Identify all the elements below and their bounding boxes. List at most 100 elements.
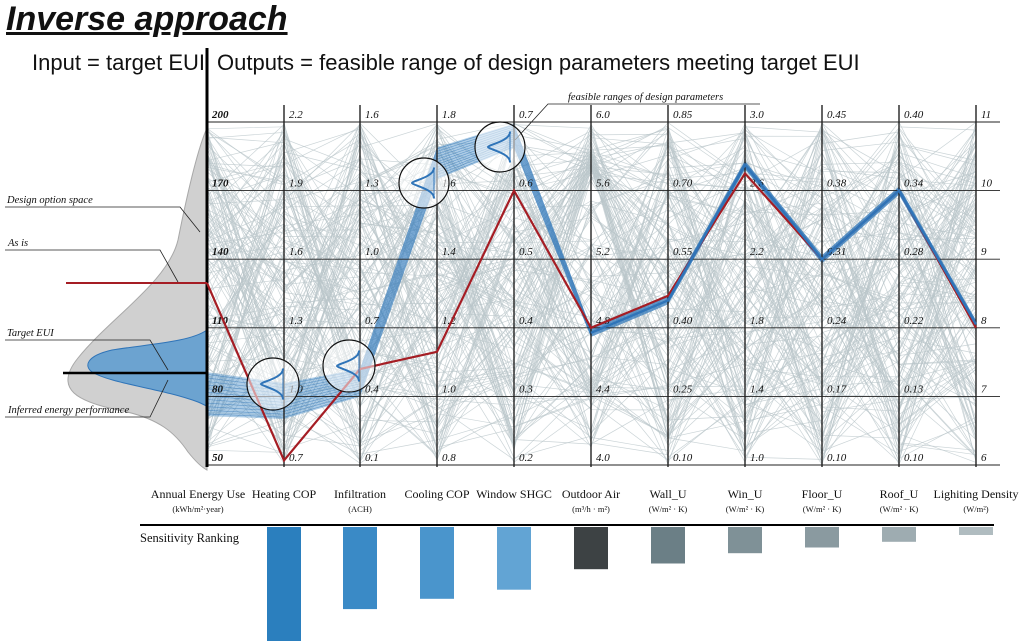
axis-unit: (W/m² · K) — [880, 504, 919, 514]
leader-inferred-energy — [5, 379, 169, 418]
tick-label: 0.28 — [904, 246, 924, 258]
tick-label: 1.6 — [289, 246, 303, 258]
annotation-inferred-energy-performance: Inferred energy performance — [7, 405, 129, 416]
sensitivity-bar — [805, 527, 839, 548]
tick-label: 0.85 — [673, 109, 693, 121]
leader-target-eui — [5, 339, 169, 371]
tick-label: 0.4 — [365, 383, 379, 395]
tick-label: 4.0 — [596, 452, 610, 464]
sensitivity-ranking-label: Sensitivity Ranking — [140, 531, 240, 545]
annotation-as-is: As is — [7, 238, 28, 249]
tick-label: 80 — [212, 383, 224, 395]
target-line — [590, 162, 978, 335]
tick-label: 0.10 — [673, 452, 693, 464]
feasible-range-magnifier — [398, 157, 450, 209]
axis-name: Wall_U — [649, 487, 686, 501]
tick-label: 0.10 — [904, 452, 924, 464]
tick-label: 0.7 — [289, 452, 303, 464]
feasible-range-magnifier — [322, 339, 376, 393]
tick-label: 6.0 — [596, 109, 610, 121]
tick-label: 0.22 — [904, 315, 924, 327]
axis-unit: (W/m² · K) — [726, 504, 765, 514]
tick-label: 0.34 — [904, 178, 924, 190]
axis-unit: (W/m²) — [963, 504, 988, 514]
feasible-range-magnifier — [474, 121, 526, 173]
axis-name: Annual Energy Use — [151, 487, 245, 501]
tick-label: 140 — [212, 246, 229, 258]
tick-label: 1.4 — [442, 246, 456, 258]
leader-feasible-ranges — [514, 103, 760, 141]
tick-label: 0.1 — [365, 452, 379, 464]
axis-name: Cooling COP — [404, 487, 469, 501]
tick-label: 0.5 — [519, 246, 533, 258]
axis-name: Floor_U — [802, 487, 843, 501]
tick-label: 0.13 — [904, 383, 924, 395]
tick-label: 1.3 — [289, 315, 303, 327]
axis-unit: (ACH) — [348, 504, 372, 514]
axis-name: Lighiting Density — [934, 487, 1019, 501]
sensitivity-bar — [728, 527, 762, 554]
feasible-range-magnifier — [246, 357, 300, 411]
sensitivity-bar — [497, 527, 531, 590]
tick-label: 5.2 — [596, 246, 610, 258]
sensitivity-bar — [959, 527, 993, 535]
tick-label: 0.4 — [519, 315, 533, 327]
axis-name: Outdoor Air — [562, 487, 620, 501]
tick-label: 5.6 — [596, 178, 610, 190]
leader-design-option-space — [5, 206, 201, 233]
tick-label: 1.6 — [365, 109, 379, 121]
annotation-target-eui: Target EUI — [7, 328, 54, 339]
tick-label: 0.24 — [827, 315, 847, 327]
axis-unit: (W/m² · K) — [649, 504, 688, 514]
axis-name: Infiltration — [334, 487, 386, 501]
tick-label: 7 — [981, 383, 987, 395]
tick-label: 1.4 — [750, 383, 764, 395]
sensitivity-bar — [420, 527, 454, 599]
bell-curve-icon — [335, 350, 360, 382]
design-space-density — [67, 127, 208, 471]
tick-label: 1.0 — [365, 246, 379, 258]
tick-label: 0.17 — [827, 383, 847, 395]
bell-curve-icon — [486, 131, 511, 163]
annotation-feasible-ranges: feasible ranges of design parameters — [568, 92, 723, 103]
tick-label: 0.3 — [519, 383, 533, 395]
sensitivity-bar — [651, 527, 685, 564]
bell-curve-icon — [410, 167, 435, 199]
tick-label: 170 — [212, 178, 229, 190]
sensitivity-bar — [267, 527, 301, 641]
tick-label: 6 — [981, 452, 987, 464]
output-label: Outputs = feasible range of design param… — [217, 50, 860, 75]
tick-label: 200 — [211, 109, 229, 121]
tick-label: 2.6 — [750, 178, 764, 190]
tick-label: 2.2 — [750, 246, 764, 258]
tick-label: 8 — [981, 315, 987, 327]
tick-label: 50 — [212, 452, 224, 464]
axis-name: Window SHGC — [476, 487, 552, 501]
tick-label: 0.7 — [365, 315, 379, 327]
tick-label: 0.6 — [519, 178, 533, 190]
tick-label: 0.55 — [673, 246, 693, 258]
axis-unit: (W/m² · K) — [803, 504, 842, 514]
sensitivity-bar — [574, 527, 608, 570]
axis-name: Roof_U — [880, 487, 919, 501]
tick-label: 1.8 — [750, 315, 764, 327]
sensitivity-bar — [343, 527, 377, 610]
tick-label: 4.4 — [596, 383, 610, 395]
tick-label: 0.2 — [519, 452, 533, 464]
tick-label: 10 — [981, 178, 993, 190]
tick-label: 0.38 — [827, 178, 847, 190]
axis-unit: (kWh/m²·year) — [172, 504, 223, 514]
tick-label: 0.40 — [673, 315, 693, 327]
tick-label: 9 — [981, 246, 987, 258]
tick-label: 0.8 — [442, 452, 456, 464]
tick-label: 3.0 — [749, 109, 764, 121]
axis-unit: (m³/h · m²) — [572, 504, 610, 514]
axis-name: Heating COP — [252, 487, 317, 501]
tick-label: 0.10 — [827, 452, 847, 464]
axis-name: Win_U — [728, 487, 763, 501]
annotation-design-option-space: Design option space — [6, 195, 93, 206]
tick-label: 1.9 — [289, 178, 303, 190]
tick-label: 11 — [981, 109, 991, 121]
